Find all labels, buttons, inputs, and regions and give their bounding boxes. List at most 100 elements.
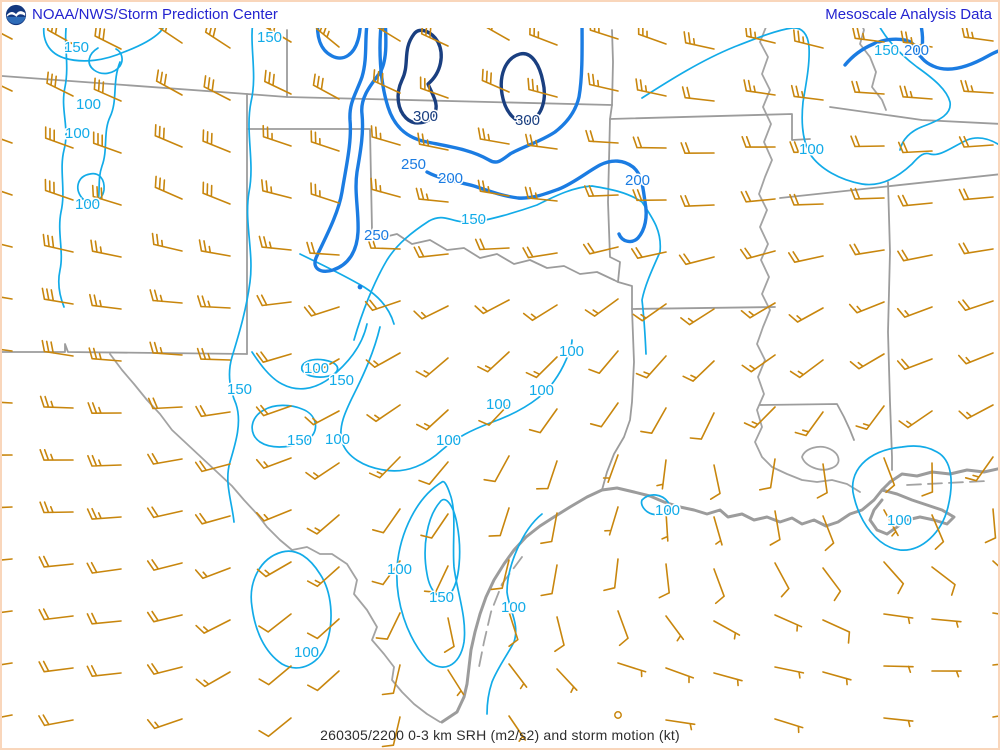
wind-barb [87, 454, 122, 467]
coastline-layer [440, 445, 998, 724]
wind-barb [2, 348, 13, 352]
header-right-title[interactable]: Mesoscale Analysis Data [825, 6, 992, 23]
wind-barb [202, 181, 231, 205]
state-borders-layer [2, 29, 998, 491]
wind-barb [774, 666, 805, 679]
wind-barb [788, 307, 824, 323]
wind-barb [154, 124, 183, 148]
wind-barb [508, 663, 528, 690]
wind-barb [86, 665, 122, 677]
wind-barb [789, 359, 824, 379]
contour-label-100: 100 [799, 141, 824, 158]
state-line-37n [2, 75, 613, 106]
wind-barb [86, 561, 122, 574]
wind-barb [790, 84, 824, 101]
contour-label-100: 100 [325, 431, 350, 448]
wind-barb [149, 341, 183, 356]
wind-barb [640, 407, 667, 434]
wind-barb [661, 511, 669, 542]
wind-barb [992, 715, 998, 718]
wind-barb [522, 304, 558, 322]
wind-barb [680, 195, 715, 207]
wind-barb [585, 129, 619, 144]
wind-barb [478, 403, 510, 426]
wind-barb [365, 352, 401, 368]
wind-barb [91, 184, 122, 206]
wind-barb [759, 458, 776, 491]
wind-barb [632, 136, 667, 149]
wind-barb [195, 619, 231, 634]
wind-barb [44, 126, 74, 149]
wind-barb [38, 714, 74, 727]
wind-barb [194, 567, 231, 580]
wind-barb [960, 79, 994, 94]
state-line-ky-tn [829, 106, 998, 125]
wind-barb [364, 299, 401, 312]
wind-barb [147, 397, 183, 410]
wind-barb [896, 306, 933, 318]
wind-barb [261, 179, 292, 199]
wind-barb [851, 80, 885, 95]
wind-barb [964, 456, 994, 482]
wind-barb [617, 610, 629, 647]
contour-label-100: 100 [65, 125, 90, 142]
wind-barb [39, 501, 74, 514]
wind-barb [897, 249, 933, 262]
wind-barb [195, 671, 231, 688]
wind-barb [447, 669, 465, 697]
wind-barb [822, 567, 842, 602]
wind-barb [2, 296, 13, 300]
wind-barb [793, 29, 824, 49]
calm-wind-icon [614, 711, 622, 719]
wind-barb [739, 247, 776, 260]
contour-label-150: 150 [461, 211, 486, 228]
contour-label-100: 100 [529, 382, 554, 399]
wind-barb [375, 612, 401, 640]
wind-barb [525, 133, 558, 150]
header-title[interactable]: NOAA/NWS/Storm Prediction Center [32, 6, 278, 23]
contour-label-150: 150 [429, 589, 454, 606]
wind-barb [415, 187, 449, 203]
wind-barb [582, 242, 619, 255]
wind-barb [822, 619, 851, 644]
wind-barb [2, 714, 13, 718]
wind-barb [304, 410, 340, 426]
tennessee-river [857, 15, 887, 111]
wind-barb [540, 564, 558, 597]
wind-barb [372, 69, 401, 94]
wind-barb [477, 179, 510, 197]
wind-barb [536, 460, 558, 490]
wind-barb [312, 73, 340, 100]
state-line-la-ms [759, 403, 855, 441]
wind-barb [850, 187, 885, 200]
contour-label-150: 150 [257, 29, 282, 46]
wind-barb [713, 568, 725, 605]
wind-barb [961, 25, 994, 42]
wind-barb [683, 31, 715, 50]
contour-label-100: 100 [486, 396, 511, 413]
wind-barb [381, 716, 401, 748]
wind-barb [850, 135, 885, 148]
wind-barb [743, 406, 776, 429]
wind-barb [899, 85, 933, 100]
contour-label-150: 150 [287, 432, 312, 449]
wind-barb [42, 233, 74, 253]
rivers-layer [109, 15, 887, 723]
wind-barb [2, 401, 13, 404]
wind-barb [307, 670, 340, 692]
wind-barb [522, 246, 558, 259]
wind-barb [256, 294, 292, 307]
wind-barb [146, 610, 183, 623]
wind-barb [310, 182, 340, 204]
wind-barb [366, 236, 401, 250]
wind-barb [2, 610, 13, 614]
wind-barb [631, 247, 667, 259]
wind-barb [146, 663, 183, 675]
wind-barb [415, 357, 449, 378]
wind-barb [306, 241, 340, 256]
wind-barb [852, 26, 885, 43]
wind-barb [789, 193, 824, 206]
wind-barb [769, 510, 781, 546]
wind-barb [992, 560, 998, 567]
